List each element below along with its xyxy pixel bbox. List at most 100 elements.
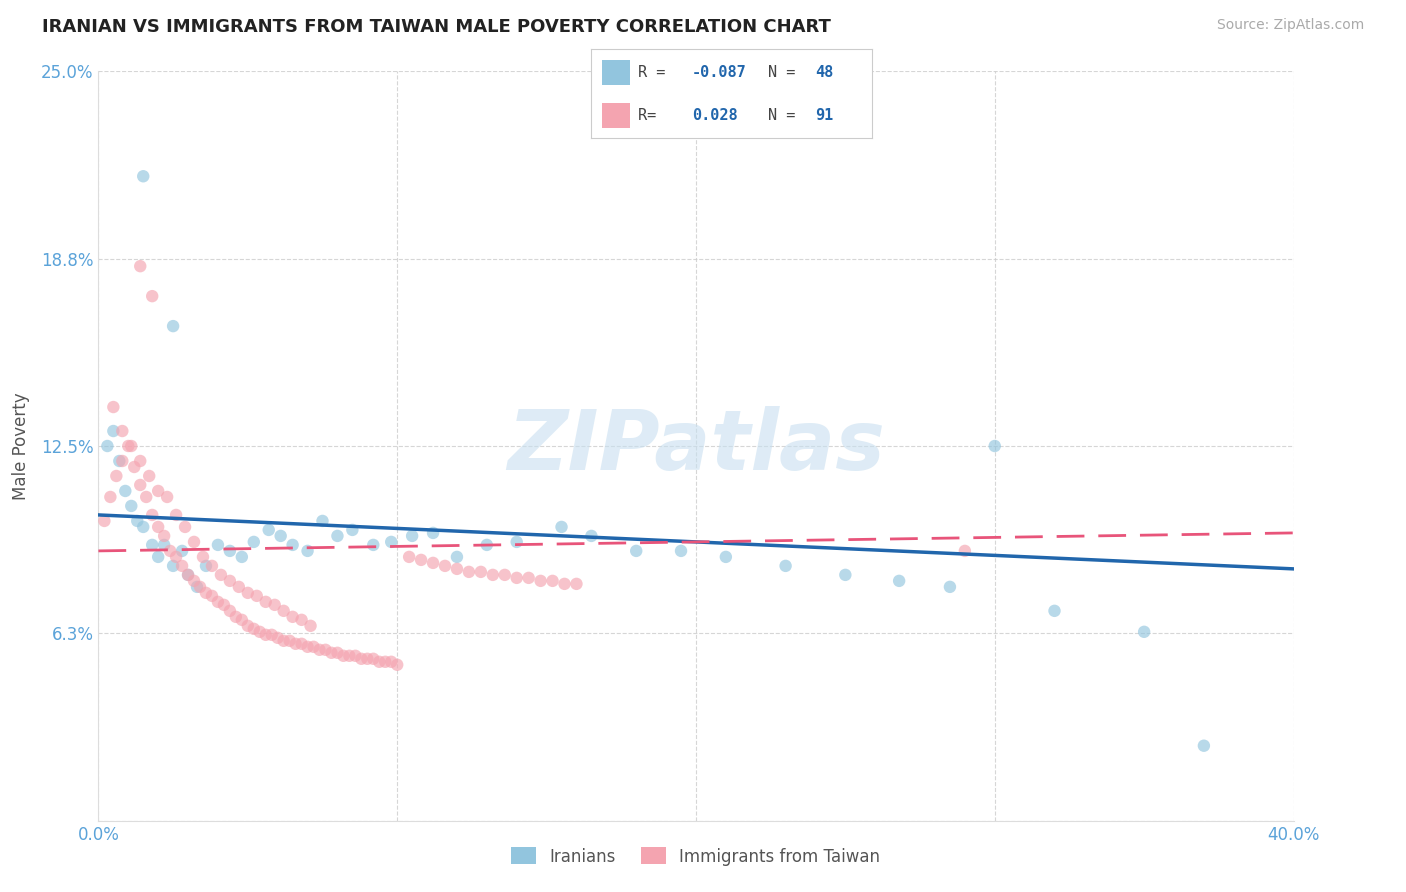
Point [177,567,200,582]
Point [174,520,197,534]
Point [201,558,224,573]
Text: ZIPatlas: ZIPatlas [508,406,884,486]
Point [344,648,367,663]
Point [257,523,280,537]
Point [342,523,364,537]
Point [565,577,588,591]
Point [156,490,179,504]
Point [273,604,295,618]
Text: 48: 48 [815,65,834,79]
Point [141,538,163,552]
Point [311,514,333,528]
Point [165,508,187,522]
Point [135,490,157,504]
Point [326,646,349,660]
Point [96,439,118,453]
Point [446,562,468,576]
Point [554,577,576,591]
Point [530,574,553,588]
Point [398,549,420,564]
Text: -0.087: -0.087 [692,65,747,79]
Point [195,558,218,573]
Point [953,544,976,558]
Point [159,544,181,558]
Point [219,574,242,588]
Point [326,529,349,543]
Point [114,483,136,498]
Point [120,499,142,513]
Point [129,259,152,273]
Point [236,619,259,633]
Point [177,567,200,582]
Point [380,535,402,549]
Point [98,490,122,504]
Point [374,655,396,669]
Point [669,544,692,558]
Point [278,633,301,648]
Point [273,633,295,648]
Point [162,558,184,573]
Point [581,529,603,543]
Point [219,544,242,558]
Point [209,567,232,582]
Text: N =: N = [768,65,804,79]
Point [291,613,314,627]
Point [984,439,1007,453]
Point [141,289,163,303]
Point [148,520,170,534]
Point [368,655,391,669]
Point [299,619,322,633]
Point [172,544,194,558]
Point [332,648,354,663]
Point [148,549,170,564]
Point [132,169,155,184]
Point [363,652,385,666]
Point [195,586,218,600]
Point [475,538,498,552]
Point [141,508,163,522]
Point [339,648,361,663]
Point [281,610,304,624]
Text: R=: R= [638,108,675,122]
Point [148,483,170,498]
Point [249,624,271,639]
Point [191,549,214,564]
Point [111,454,134,468]
Point [308,642,330,657]
Point [284,637,307,651]
Text: R =: R = [638,65,675,79]
Point [350,652,373,666]
Point [506,535,529,549]
Point [1043,604,1066,618]
Point [260,628,283,642]
Point [517,571,540,585]
Point [281,538,304,552]
Point [401,529,423,543]
Point [254,595,277,609]
Point [236,586,259,600]
Point [422,556,444,570]
Point [380,655,402,669]
Point [243,535,266,549]
Point [103,400,125,414]
Point [153,538,176,552]
Point [267,631,290,645]
Point [550,520,572,534]
Point [775,558,797,573]
Point [153,529,176,543]
Point [219,604,242,618]
Text: 0.028: 0.028 [692,108,737,122]
Point [225,610,247,624]
Point [1133,624,1156,639]
Point [297,544,319,558]
Point [201,589,224,603]
Point [231,613,253,627]
Point [111,424,134,438]
Point [231,549,253,564]
Point [434,558,457,573]
Point [228,580,250,594]
Point [188,580,211,594]
Point [93,514,115,528]
Point [207,595,229,609]
Point [422,525,444,540]
